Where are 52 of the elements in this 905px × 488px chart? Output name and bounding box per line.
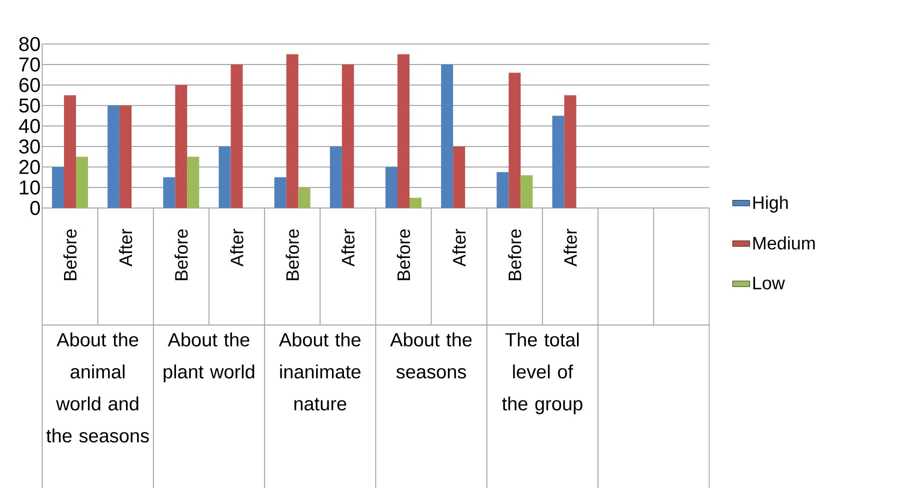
bar: [298, 188, 310, 208]
bar: [398, 54, 410, 208]
text: The total level of the group: [502, 332, 582, 414]
bar: [108, 106, 120, 208]
y-tick-label: 20: [19, 160, 40, 174]
y-tick-label: 10: [20, 180, 40, 195]
bar: [163, 177, 176, 208]
text: About the seasons: [390, 332, 472, 378]
text: About the animal world and the seasons: [46, 332, 149, 442]
x-tick-label: After: [341, 228, 355, 267]
bar: [230, 64, 243, 208]
x-tick-label: After: [118, 228, 132, 267]
bar: [330, 146, 342, 208]
bar: [274, 177, 286, 208]
bar: [286, 54, 298, 208]
bar: [441, 64, 454, 208]
x-tick-label: Before: [174, 229, 188, 280]
bar: [552, 116, 564, 208]
bar: [175, 85, 188, 208]
bar: [520, 175, 533, 208]
bar: [120, 106, 132, 208]
x-tick-label: Before: [63, 229, 77, 280]
y-tick-label: 80: [19, 36, 40, 52]
x-tick-label: Before: [286, 229, 299, 280]
y-tick-label: 70: [19, 57, 40, 72]
x-tick-label: Before: [508, 229, 522, 280]
text: About the plant world: [164, 332, 254, 382]
bar: [342, 64, 354, 208]
y-tick-label: 60: [19, 78, 40, 92]
y-tick-label: 40: [18, 118, 40, 134]
bar: [564, 95, 576, 208]
bar: [496, 172, 509, 208]
bar: [453, 146, 466, 208]
y-tick-label: 30: [19, 139, 40, 154]
bar: [386, 167, 398, 208]
y-tick-label: 50: [19, 98, 40, 113]
legend-label: Medium: [753, 236, 815, 250]
bar: [52, 167, 64, 208]
bar: [508, 72, 521, 208]
y-tick-label: 0: [30, 200, 40, 216]
text: About the inanimate nature: [278, 332, 360, 410]
bar: [64, 95, 76, 208]
x-tick-label: After: [452, 228, 466, 267]
x-tick-label: After: [230, 228, 244, 267]
bar: [76, 156, 88, 208]
bar: [187, 156, 200, 208]
legend-label: Low: [753, 276, 785, 290]
bar: [410, 198, 422, 208]
bar: [218, 146, 231, 208]
x-tick-label: Before: [396, 229, 410, 280]
x-tick-label: After: [564, 228, 577, 267]
legend-label: High: [753, 196, 788, 213]
